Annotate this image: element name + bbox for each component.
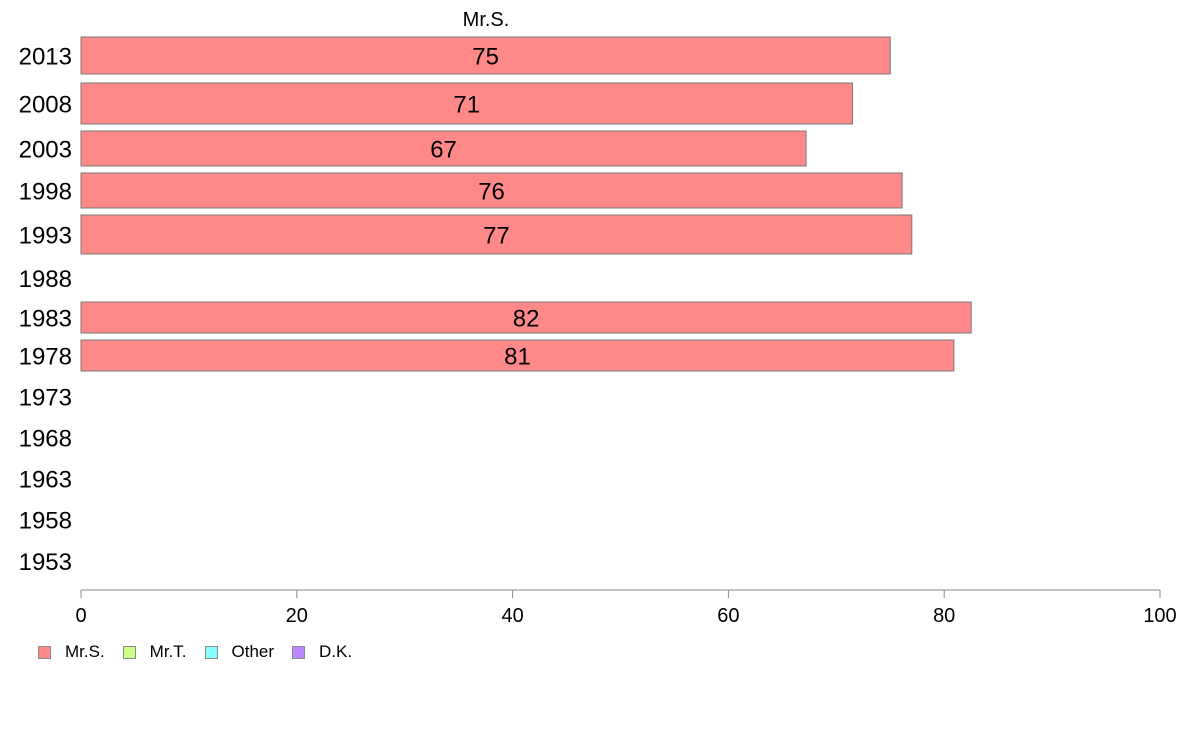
legend-label: Mr.S.: [65, 642, 105, 661]
year-label: 1988: [19, 266, 72, 293]
value-label: 82: [513, 306, 540, 333]
bars-group: 75 71 67 76 77 82 81: [80, 36, 972, 372]
value-label: 77: [483, 223, 510, 250]
legend-label: Mr.T.: [149, 642, 187, 661]
x-tick-label: 100: [1143, 605, 1176, 627]
legend-item: Mr.S.: [38, 642, 105, 662]
year-label: 2013: [19, 44, 72, 71]
bar: [80, 36, 891, 75]
bar: [80, 82, 853, 125]
bar: [80, 214, 913, 255]
year-label: 1993: [19, 223, 72, 250]
bar: [80, 339, 955, 372]
year-label: 1998: [19, 179, 72, 206]
series-title: Mr.S.: [463, 9, 510, 31]
year-label: 2008: [19, 92, 72, 119]
year-label: 1978: [19, 344, 72, 371]
value-label: 71: [453, 92, 480, 119]
year-labels: 2013 2008 2003 1998 1993 1988 1983 1978 1973 1968…: [19, 44, 72, 577]
value-label: 75: [472, 44, 499, 71]
legend-swatch: [204, 645, 218, 659]
bar: [80, 301, 972, 334]
legend-item: Other: [204, 642, 275, 662]
year-label: 1973: [19, 385, 72, 412]
year-label: 1983: [19, 306, 72, 333]
legend: Mr.S. Mr.T. Other D.K.: [38, 642, 370, 662]
legend-item: D.K.: [292, 642, 352, 662]
x-tick-label: 20: [286, 605, 308, 627]
year-label: 1958: [19, 508, 72, 535]
x-tick-label: 40: [501, 605, 523, 627]
legend-item: Mr.T.: [122, 642, 187, 662]
year-label: 2003: [19, 137, 72, 164]
value-label: 81: [504, 344, 531, 371]
x-tick-label: 60: [717, 605, 739, 627]
x-tick-label: 80: [933, 605, 955, 627]
legend-swatch: [38, 645, 51, 659]
x-axis: 0 20 40 60 80 100: [75, 589, 1177, 627]
value-label: 76: [478, 179, 505, 206]
bar-chart: Mr.S. 75 71 67 76 77 82 81 2013 2008 2003 1998 199…: [19, 9, 1177, 627]
legend-swatch: [122, 645, 136, 659]
x-tick-label: 0: [75, 605, 86, 627]
year-label: 1963: [19, 467, 72, 494]
value-label: 67: [430, 137, 457, 164]
year-label: 1953: [19, 549, 72, 576]
legend-swatch: [292, 645, 306, 659]
year-label: 1968: [19, 426, 72, 453]
legend-label: D.K.: [319, 642, 353, 661]
bar: [80, 130, 807, 167]
bar: [80, 172, 903, 209]
legend-label: Other: [231, 642, 275, 661]
